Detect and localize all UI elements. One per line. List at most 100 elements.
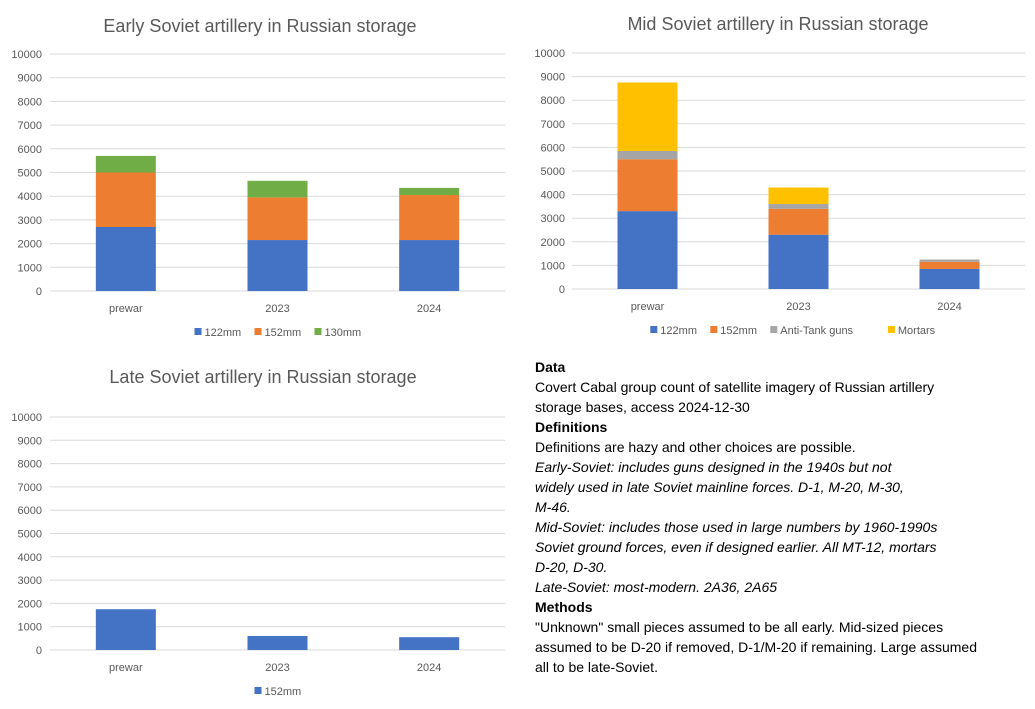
y-tick-label: 0 [36, 286, 42, 298]
definitions-intro: Definitions are hazy and other choices a… [535, 439, 856, 455]
y-tick-label: 2000 [18, 239, 42, 251]
y-tick-label: 0 [559, 284, 565, 296]
legend-swatch [710, 326, 718, 333]
early-definition-line: Early-Soviet: includes guns designed in … [535, 459, 892, 475]
y-tick-label: 1000 [18, 622, 42, 634]
early-soviet-chart: Early Soviet artillery in Russian storag… [11, 16, 505, 339]
bar-segment-anti-tank-guns-prewar [617, 150, 678, 160]
y-tick-label: 3000 [18, 215, 42, 227]
legend-label: 130mm [325, 327, 362, 339]
legend-swatch [314, 328, 322, 335]
y-tick-label: 10000 [534, 48, 565, 60]
bar-segment-152mm-2023 [247, 197, 308, 241]
chart-title: Mid Soviet artillery in Russian storage [627, 14, 928, 34]
x-category-label: prewar [631, 301, 665, 313]
legend-swatch [887, 326, 895, 333]
y-tick-label: 8000 [541, 95, 565, 107]
bar-segment-mortars-prewar [617, 82, 678, 151]
bar-segment-130mm-prewar [95, 155, 156, 173]
y-tick-label: 10000 [11, 412, 42, 424]
y-tick-label: 3000 [541, 213, 565, 225]
x-category-label: 2023 [265, 303, 289, 315]
x-category-label: 2023 [786, 301, 810, 313]
late-definition-line: Late-Soviet: most-modern. 2A36, 2A65 [535, 579, 778, 595]
y-tick-label: 6000 [18, 144, 42, 156]
y-tick-label: 9000 [541, 72, 565, 84]
bar-segment-152mm-2023 [768, 208, 829, 235]
bar-segment-mortars-2023 [768, 187, 829, 205]
x-category-label: prewar [109, 662, 143, 674]
mid-definition-line: Mid-Soviet: includes those used in large… [535, 519, 938, 535]
x-category-label: 2024 [417, 303, 441, 315]
bar-segment-122mm-prewar [617, 211, 678, 289]
legend-swatch [650, 326, 658, 333]
chart-title: Late Soviet artillery in Russian storage [109, 367, 416, 387]
y-tick-label: 10000 [11, 49, 42, 61]
y-tick-label: 4000 [18, 191, 42, 203]
data-text-line: storage bases, access 2024-12-30 [535, 399, 750, 415]
early-definition-line: M-46. [535, 499, 571, 515]
bar-segment-152mm-2024 [399, 195, 460, 241]
y-tick-label: 9000 [18, 73, 42, 85]
legend-swatch [770, 326, 778, 333]
x-category-label: 2023 [265, 662, 289, 674]
bar-segment-122mm-2023 [247, 240, 308, 291]
legend-label: Mortars [898, 325, 936, 337]
legend-label: 152mm [720, 325, 757, 337]
definitions-heading: Definitions [535, 419, 608, 435]
legend-swatch [194, 328, 202, 335]
bar-segment-122mm-2023 [768, 234, 829, 289]
mid-definition-line: Soviet ground forces, even if designed e… [535, 539, 937, 555]
y-tick-label: 8000 [18, 96, 42, 108]
bar-segment-130mm-2023 [247, 180, 308, 198]
y-tick-label: 5000 [18, 168, 42, 180]
y-tick-label: 6000 [18, 505, 42, 517]
bar-segment-anti-tank-guns-2023 [768, 204, 829, 209]
y-tick-label: 1000 [18, 262, 42, 274]
methods-text-line: assumed to be D-20 if removed, D-1/M-20 … [535, 639, 977, 655]
y-tick-label: 4000 [18, 552, 42, 564]
early-definition-line: widely used in late Soviet mainline forc… [535, 479, 904, 495]
bar-segment-122mm-2024 [919, 268, 980, 289]
mid-definition-line: D-20, D-30. [535, 559, 608, 575]
legend-label: 152mm [265, 327, 302, 339]
methods-text-line: all to be late-Soviet. [535, 659, 658, 675]
bar-segment-152mm-prewar [95, 172, 156, 228]
bar-segment-152mm-2024 [919, 261, 980, 269]
x-category-label: prewar [109, 303, 143, 315]
bar-segment-anti-tank-guns-2024 [919, 259, 980, 262]
y-tick-label: 2000 [541, 237, 565, 249]
mid-soviet-chart: Mid Soviet artillery in Russian storage 0… [534, 14, 1025, 337]
x-category-label: 2024 [937, 301, 961, 313]
bar-segment-152mm-2024 [399, 637, 460, 650]
methods-text-line: "Unknown" small pieces assumed to be all… [535, 619, 944, 635]
legend-swatch [254, 328, 262, 335]
notes-panel: Data Covert Cabal group count of satelli… [535, 357, 1030, 677]
y-tick-label: 5000 [18, 529, 42, 541]
y-tick-label: 8000 [18, 459, 42, 471]
bar-segment-152mm-prewar [617, 159, 678, 212]
legend-label: Anti-Tank guns [780, 325, 853, 337]
legend-label: 152mm [265, 686, 302, 698]
y-tick-label: 1000 [541, 260, 565, 272]
methods-heading: Methods [535, 599, 593, 615]
y-tick-label: 9000 [18, 435, 42, 447]
bar-segment-122mm-prewar [95, 227, 156, 291]
bar-segment-130mm-2024 [399, 187, 460, 196]
late-soviet-chart: Late Soviet artillery in Russian storage… [11, 367, 505, 698]
data-heading: Data [535, 359, 566, 375]
legend-label: 122mm [205, 327, 242, 339]
y-tick-label: 0 [36, 645, 42, 657]
legend-swatch [254, 687, 262, 694]
bar-segment-152mm-2023 [247, 636, 308, 650]
y-tick-label: 6000 [541, 142, 565, 154]
y-tick-label: 5000 [541, 166, 565, 178]
bar-segment-152mm-prewar [95, 609, 156, 650]
data-text-line: Covert Cabal group count of satellite im… [535, 379, 935, 395]
y-tick-label: 7000 [541, 119, 565, 131]
y-tick-label: 3000 [18, 575, 42, 587]
legend-label: 122mm [660, 325, 697, 337]
y-tick-label: 4000 [541, 190, 565, 202]
x-category-label: 2024 [417, 662, 441, 674]
y-tick-label: 7000 [18, 482, 42, 494]
